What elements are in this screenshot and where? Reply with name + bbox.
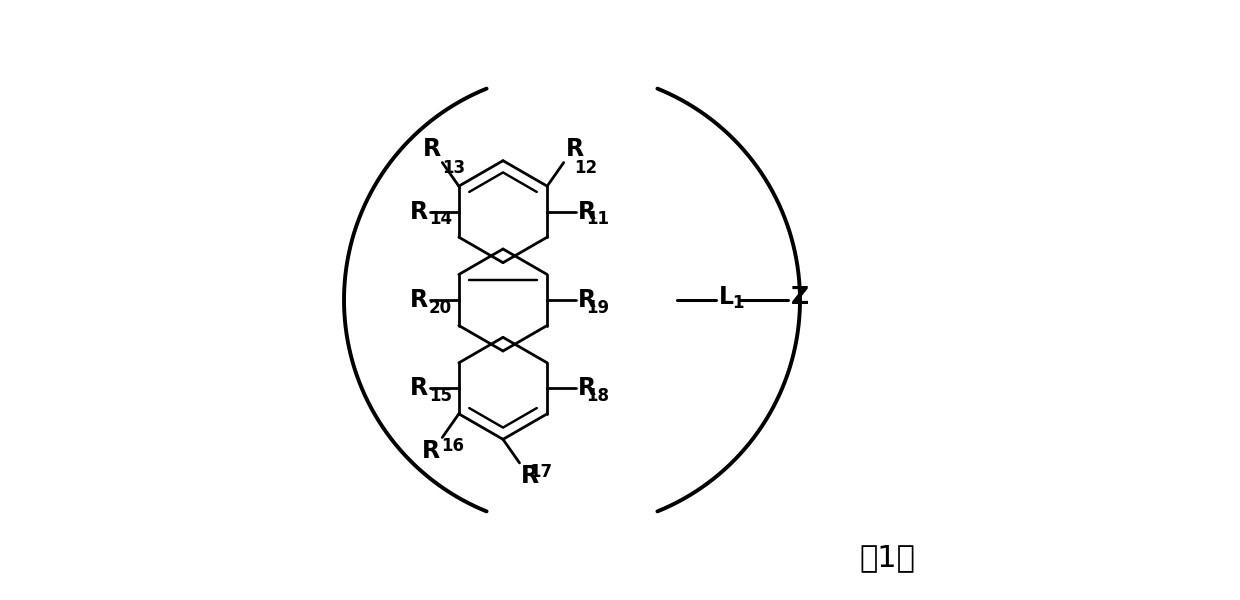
- Text: Z: Z: [791, 285, 810, 309]
- Text: 14: 14: [429, 211, 451, 229]
- Text: R: R: [578, 288, 596, 312]
- Text: （1）: （1）: [859, 544, 915, 572]
- Text: 16: 16: [441, 437, 464, 455]
- Text: R: R: [409, 200, 428, 224]
- Text: 11: 11: [587, 211, 609, 229]
- Text: R: R: [423, 137, 440, 161]
- Text: R: R: [409, 288, 428, 312]
- Text: R: R: [422, 439, 440, 463]
- Text: 15: 15: [429, 387, 451, 405]
- Text: 18: 18: [587, 387, 609, 405]
- Text: 19: 19: [587, 299, 610, 317]
- Text: 13: 13: [441, 160, 465, 178]
- Text: 20: 20: [429, 299, 451, 317]
- Text: R: R: [578, 200, 596, 224]
- Text: R: R: [521, 464, 539, 488]
- Text: 1: 1: [732, 294, 744, 312]
- Text: L: L: [719, 285, 734, 309]
- Text: R: R: [578, 376, 596, 400]
- Text: 12: 12: [574, 160, 598, 178]
- Text: R: R: [567, 137, 584, 161]
- Text: 17: 17: [529, 463, 553, 481]
- Text: R: R: [409, 376, 428, 400]
